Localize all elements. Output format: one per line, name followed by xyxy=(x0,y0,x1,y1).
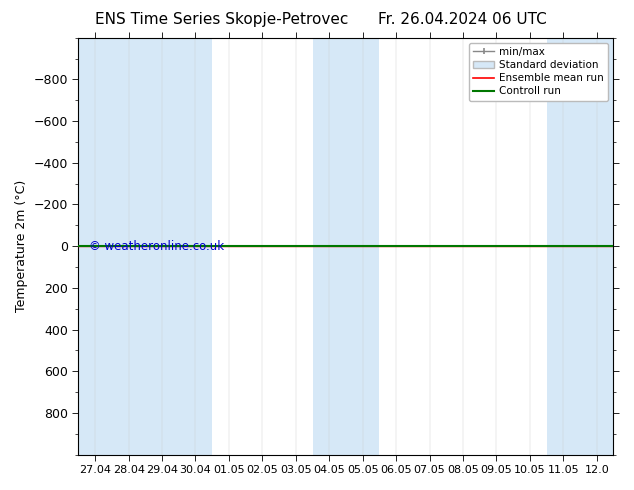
Y-axis label: Temperature 2m (°C): Temperature 2m (°C) xyxy=(15,180,28,312)
Text: ENS Time Series Skopje-Petrovec: ENS Time Series Skopje-Petrovec xyxy=(95,12,349,27)
Bar xyxy=(79,38,145,455)
Legend: min/max, Standard deviation, Ensemble mean run, Controll run: min/max, Standard deviation, Ensemble me… xyxy=(469,43,608,100)
Bar xyxy=(547,38,630,455)
Bar xyxy=(145,38,212,455)
Text: Fr. 26.04.2024 06 UTC: Fr. 26.04.2024 06 UTC xyxy=(378,12,547,27)
Bar xyxy=(313,38,379,455)
Text: © weatheronline.co.uk: © weatheronline.co.uk xyxy=(89,240,224,253)
